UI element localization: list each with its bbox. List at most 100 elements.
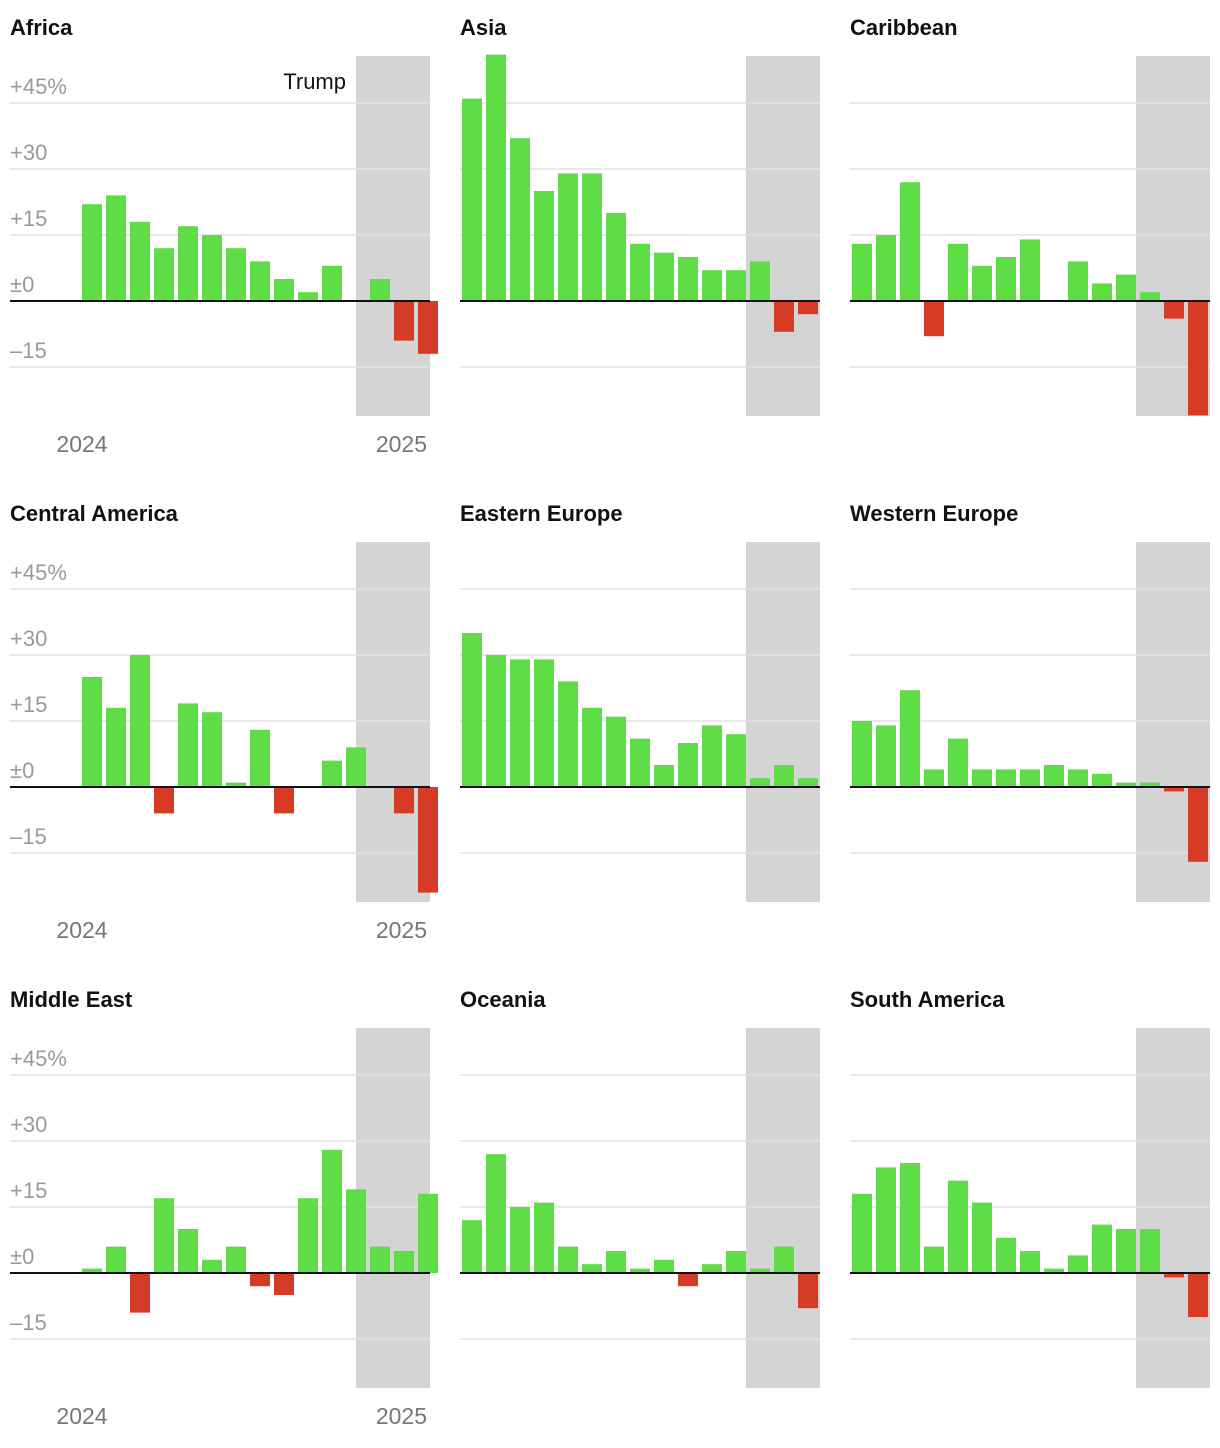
bar-15 — [798, 778, 818, 787]
panel-south-america: South America — [850, 987, 1210, 1388]
panel-africa: Africa +45% +30 +15 ±0 –15 Trump 2024 2025 — [10, 15, 438, 457]
bar-11 — [322, 760, 342, 787]
bar-14 — [1164, 301, 1184, 319]
shaded-region — [746, 542, 820, 902]
panel-oceania: Oceania — [460, 987, 820, 1388]
bar-2 — [876, 1167, 896, 1273]
bar-5 — [178, 703, 198, 787]
bar-5 — [178, 226, 198, 301]
y-tick-label: +15 — [10, 206, 47, 231]
bar-14 — [1164, 1273, 1184, 1278]
bar-2 — [876, 725, 896, 787]
bar-9 — [1044, 1268, 1064, 1273]
bar-1 — [852, 243, 872, 301]
bar-8 — [630, 243, 650, 301]
bar-13 — [750, 1268, 770, 1273]
bar-8 — [630, 1268, 650, 1273]
bar-9 — [274, 787, 294, 814]
panel-title: Middle East — [10, 987, 133, 1012]
bar-15 — [418, 301, 438, 354]
panel-title: Eastern Europe — [460, 501, 623, 526]
bar-9 — [654, 765, 674, 787]
bar-8 — [250, 729, 270, 787]
y-tick-label: –15 — [10, 824, 47, 849]
x-label-2025: 2025 — [376, 431, 427, 457]
bar-2 — [876, 235, 896, 301]
x-label-2024: 2024 — [56, 917, 107, 943]
bar-15 — [418, 1193, 438, 1273]
bar-6 — [972, 1202, 992, 1273]
bar-2 — [106, 1246, 126, 1273]
bar-5 — [178, 1229, 198, 1273]
bar-2 — [486, 1154, 506, 1273]
bar-3 — [130, 221, 150, 301]
bar-2 — [106, 195, 126, 301]
bar-8 — [1020, 769, 1040, 787]
bar-11 — [702, 1264, 722, 1273]
bar-9 — [274, 279, 294, 301]
y-tick-label: +45% — [10, 560, 67, 585]
bar-13 — [370, 279, 390, 301]
bar-2 — [486, 655, 506, 787]
y-tick-label: ±0 — [10, 272, 34, 297]
bar-1 — [462, 1220, 482, 1273]
panel-title: Central America — [10, 501, 179, 526]
panel-title: Africa — [10, 15, 73, 40]
y-tick-label: +45% — [10, 74, 67, 99]
bar-1 — [852, 1193, 872, 1273]
bar-8 — [250, 1273, 270, 1287]
shaded-region — [356, 56, 430, 416]
bar-11 — [1092, 283, 1112, 301]
bar-1 — [82, 1268, 102, 1273]
bar-13 — [1140, 1229, 1160, 1273]
bar-11 — [322, 1149, 342, 1273]
shaded-region — [746, 56, 820, 416]
bar-4 — [924, 301, 944, 337]
x-label-2025: 2025 — [376, 1403, 427, 1429]
bar-12 — [1116, 274, 1136, 301]
bar-4 — [534, 659, 554, 787]
bar-4 — [534, 1202, 554, 1273]
bar-3 — [510, 1207, 530, 1273]
bar-15 — [1188, 1273, 1208, 1317]
bar-12 — [1116, 782, 1136, 787]
bar-15 — [1188, 301, 1208, 416]
bar-2 — [106, 707, 126, 787]
bar-6 — [972, 265, 992, 301]
bar-4 — [154, 248, 174, 301]
shaded-region — [1136, 1028, 1210, 1388]
shaded-region — [356, 542, 430, 902]
bar-8 — [250, 261, 270, 301]
bar-8 — [1020, 1251, 1040, 1273]
y-tick-label: +15 — [10, 692, 47, 717]
bar-10 — [678, 743, 698, 787]
y-tick-label: ±0 — [10, 1244, 34, 1269]
bar-6 — [202, 1259, 222, 1273]
bar-12 — [726, 734, 746, 787]
panel-title: Western Europe — [850, 501, 1018, 526]
y-tick-label: +45% — [10, 1046, 67, 1071]
panel-title: Asia — [460, 15, 507, 40]
bar-1 — [462, 633, 482, 787]
bar-5 — [948, 1180, 968, 1273]
bar-7 — [226, 248, 246, 301]
bar-4 — [154, 1198, 174, 1273]
bar-9 — [274, 1273, 294, 1295]
panel-title: Oceania — [460, 987, 546, 1012]
bar-1 — [462, 98, 482, 301]
bar-10 — [678, 257, 698, 301]
shaded-region — [356, 1028, 430, 1388]
panel-eastern-europe: Eastern Europe — [460, 501, 820, 902]
bar-5 — [558, 1246, 578, 1273]
bar-9 — [1044, 765, 1064, 787]
panel-asia: Asia — [460, 15, 820, 416]
bar-7 — [996, 257, 1016, 301]
panel-middle-east: Middle East +45% +30 +15 ±0 –15 2024 2025 — [10, 987, 438, 1429]
bar-10 — [1068, 769, 1088, 787]
bar-10 — [678, 1273, 698, 1287]
bar-3 — [130, 1273, 150, 1313]
bar-1 — [82, 677, 102, 787]
y-tick-label: +15 — [10, 1178, 47, 1203]
bar-12 — [346, 747, 366, 787]
